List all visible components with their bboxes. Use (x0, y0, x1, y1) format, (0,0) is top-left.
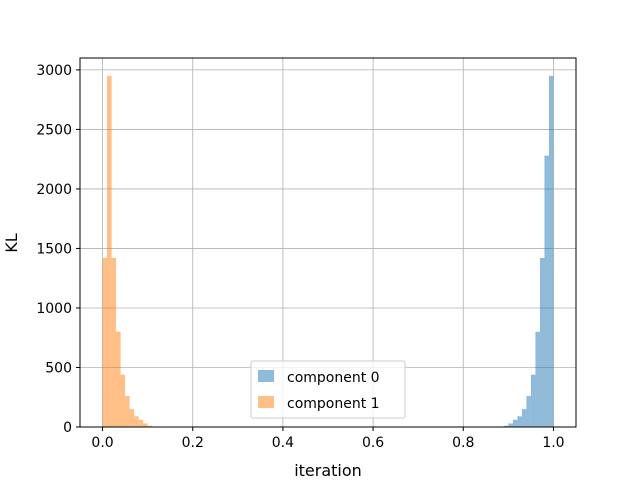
x-axis-label: iteration (294, 461, 362, 480)
histogram-bar-component-1 (143, 423, 148, 427)
histogram-bar-component-1 (107, 75, 112, 428)
histogram-bar-component-0 (512, 419, 518, 427)
x-tick-label: 1.0 (542, 435, 564, 451)
histogram-bar-component-0 (548, 75, 554, 428)
histogram-bar-component-1 (138, 419, 144, 427)
x-tick-label: 0.0 (91, 435, 113, 451)
legend-label-component-0: component 0 (287, 370, 380, 386)
histogram-bar-component-0 (526, 396, 531, 427)
histogram-bar-component-1 (129, 409, 135, 427)
x-tick-label: 0.2 (182, 435, 204, 451)
histogram-bars (102, 75, 554, 428)
legend-swatch-component-1 (258, 396, 274, 408)
histogram-bar-component-1 (111, 257, 117, 427)
legend-label-component-1: component 1 (287, 396, 380, 412)
histogram-bar-component-1 (125, 396, 130, 427)
y-tick-label: 3000 (36, 63, 72, 79)
legend-swatch-component-0 (258, 370, 274, 382)
histogram-bar-component-0 (544, 155, 549, 427)
plot-frame (79, 57, 577, 428)
y-tick-label: 2500 (36, 122, 72, 138)
y-tick-label: 0 (63, 420, 72, 436)
legend: component 0 component 1 (250, 360, 406, 419)
x-axis-ticks: 0.0 0.2 0.4 0.6 0.8 1.0 (91, 427, 565, 451)
y-tick-label: 1000 (36, 301, 72, 317)
y-tick-label: 2000 (36, 182, 72, 198)
histogram-bar-component-1 (120, 374, 126, 427)
histogram-bar-component-0 (539, 257, 545, 427)
histogram-bar-component-1 (134, 416, 139, 427)
histogram-bar-component-1 (102, 257, 108, 427)
x-tick-label: 0.6 (362, 435, 384, 451)
y-axis-label: KL (2, 233, 21, 252)
legend-box (250, 360, 406, 419)
x-tick-label: 0.8 (452, 435, 474, 451)
histogram-bar-component-0 (535, 331, 540, 427)
histogram-bar-component-1 (147, 425, 153, 427)
y-axis-ticks: 0 500 1000 1500 2000 2500 3000 (36, 63, 80, 436)
histogram-bar-component-0 (508, 423, 513, 427)
histogram-bar-component-0 (503, 425, 509, 427)
y-tick-label: 500 (45, 360, 72, 376)
histogram-bar-component-0 (530, 374, 536, 427)
histogram-bar-component-0 (521, 409, 527, 427)
histogram-bar-component-1 (116, 331, 121, 427)
y-tick-label: 1500 (36, 241, 72, 257)
x-tick-label: 0.4 (272, 435, 294, 451)
histogram-bar-component-0 (517, 416, 522, 427)
